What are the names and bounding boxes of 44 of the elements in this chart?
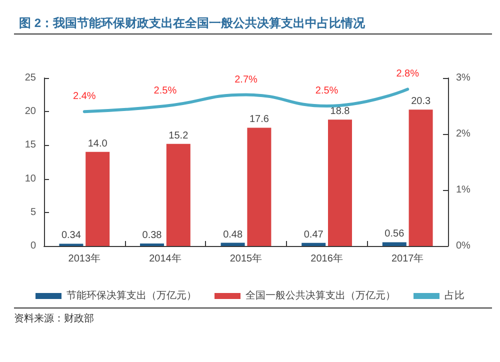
bar bbox=[86, 152, 110, 246]
bar bbox=[382, 242, 406, 246]
y2-tick-label: 3% bbox=[456, 72, 471, 84]
data-label: 17.6 bbox=[249, 114, 270, 126]
text: 资料来源：财政部 bbox=[14, 312, 94, 324]
bar bbox=[140, 243, 164, 246]
y-tick-label: 10 bbox=[24, 173, 36, 184]
x-tick-label: 2015年 bbox=[230, 252, 262, 264]
legend-label: 全国一般公共决算支出（万亿元） bbox=[246, 290, 396, 302]
y-tick-label: 5 bbox=[30, 206, 36, 218]
y-tick-label: 15 bbox=[24, 140, 36, 151]
bar bbox=[166, 144, 190, 246]
bar bbox=[408, 110, 433, 246]
data-label: 0.56 bbox=[384, 228, 405, 240]
x-tick-label: 2013年 bbox=[68, 252, 101, 264]
chart-title: 图 2：我国节能环保财政支出在全国一般公共决算支出中占比情况 bbox=[19, 16, 366, 30]
y2-tick-label: 0% bbox=[456, 240, 471, 252]
data-label: 2.5% bbox=[315, 86, 338, 96]
data-label: 2.7% bbox=[234, 74, 258, 86]
x-tick-label: 2014年 bbox=[149, 252, 182, 264]
bar bbox=[328, 120, 352, 246]
y-tick-label: 0 bbox=[30, 240, 36, 252]
bar bbox=[302, 242, 326, 246]
data-label: 18.8 bbox=[330, 106, 350, 118]
data-label: 15.2 bbox=[168, 130, 189, 142]
data-label: 20.3 bbox=[411, 96, 431, 108]
bar bbox=[247, 128, 272, 246]
data-label: 0.48 bbox=[223, 229, 243, 240]
legend-label: 占比 bbox=[444, 290, 464, 302]
legend-label: 节能环保决算支出（万亿元） bbox=[66, 290, 196, 302]
data-label: 2.5% bbox=[154, 86, 177, 96]
data-label: 0.34 bbox=[61, 230, 82, 242]
y2-tick-label: 1% bbox=[456, 184, 471, 196]
data-label: 0.47 bbox=[304, 229, 324, 240]
y-tick-label: 25 bbox=[24, 72, 36, 84]
data-label: 2.8% bbox=[396, 68, 420, 80]
data-label: 2.4% bbox=[73, 91, 96, 102]
x-tick-label: 2016年 bbox=[310, 252, 343, 264]
x-tick-label: 2017年 bbox=[391, 252, 424, 264]
data-label: 14.0 bbox=[88, 138, 108, 150]
y-tick-label: 20 bbox=[24, 106, 36, 118]
bar bbox=[220, 242, 245, 246]
y2-tick-label: 2% bbox=[456, 128, 471, 140]
data-label: 0.38 bbox=[142, 230, 162, 241]
